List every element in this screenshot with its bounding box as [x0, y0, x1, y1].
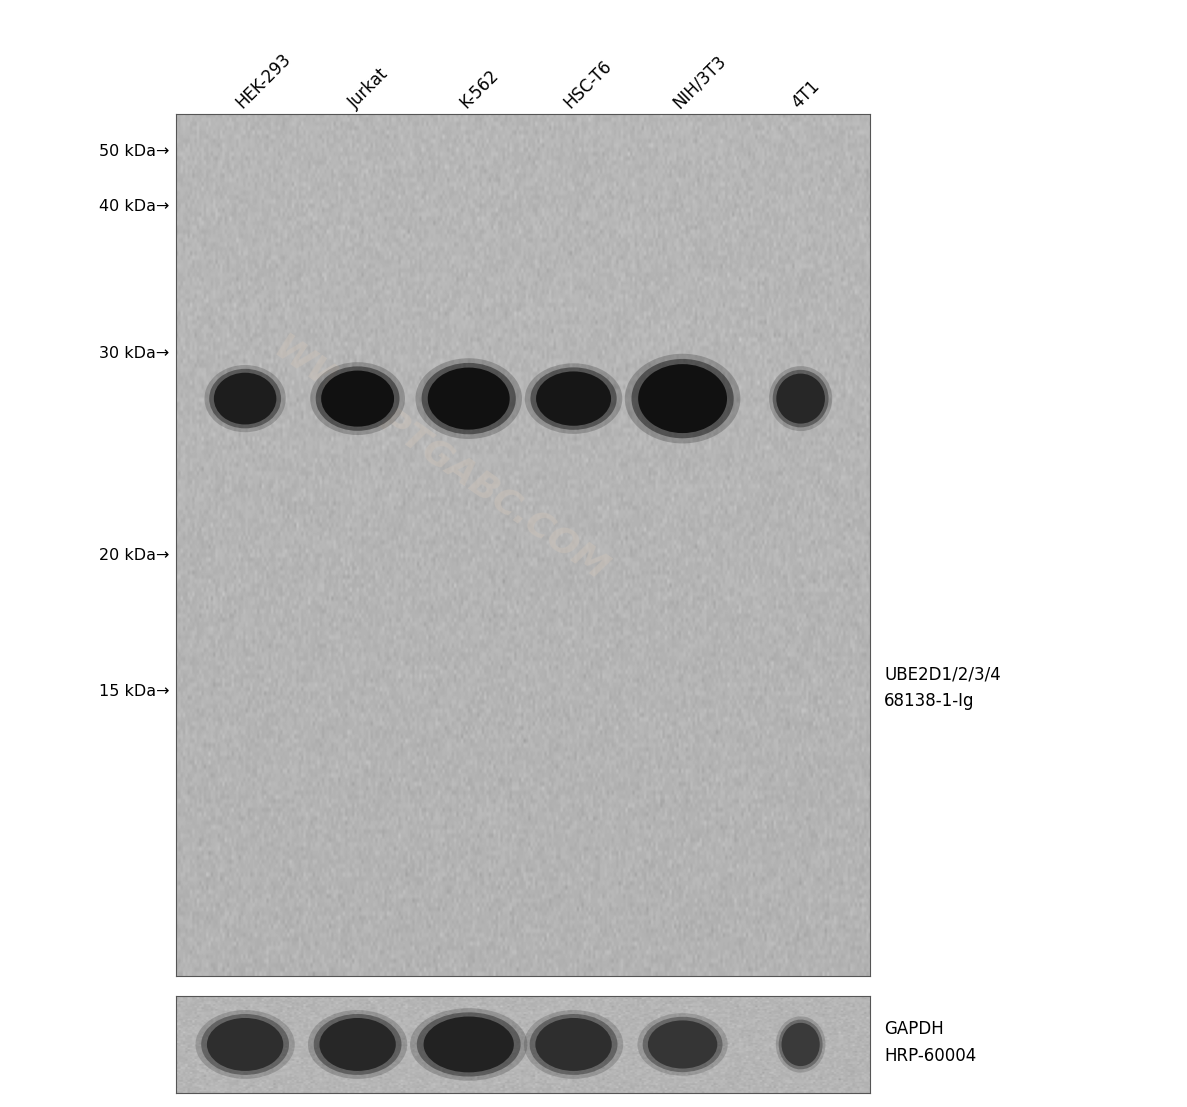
Ellipse shape [531, 368, 617, 430]
Ellipse shape [639, 364, 726, 433]
Ellipse shape [535, 1018, 611, 1070]
Ellipse shape [624, 354, 741, 444]
Ellipse shape [417, 1012, 521, 1077]
Text: K-562: K-562 [456, 66, 502, 112]
Ellipse shape [201, 1014, 290, 1075]
Ellipse shape [529, 1014, 617, 1075]
Text: 4T1: 4T1 [788, 76, 823, 112]
Ellipse shape [415, 359, 522, 439]
Ellipse shape [776, 1016, 825, 1073]
Ellipse shape [781, 1023, 820, 1066]
Ellipse shape [322, 371, 394, 426]
Ellipse shape [525, 363, 622, 434]
Text: GAPDH: GAPDH [884, 1020, 944, 1038]
Ellipse shape [779, 1020, 823, 1069]
Ellipse shape [648, 1021, 717, 1068]
Text: UBE2D1/2/3/4: UBE2D1/2/3/4 [884, 665, 1001, 683]
Text: HRP-60004: HRP-60004 [884, 1046, 977, 1065]
Ellipse shape [209, 369, 281, 428]
Ellipse shape [307, 1010, 407, 1079]
Ellipse shape [427, 368, 509, 430]
Text: Jurkat: Jurkat [345, 65, 392, 112]
Ellipse shape [410, 1008, 527, 1080]
Ellipse shape [196, 1010, 294, 1079]
Ellipse shape [316, 366, 400, 431]
Text: 50 kDa→: 50 kDa→ [100, 144, 170, 158]
Ellipse shape [773, 370, 829, 427]
Ellipse shape [204, 365, 286, 432]
Ellipse shape [310, 362, 405, 435]
Ellipse shape [523, 1010, 623, 1079]
Ellipse shape [537, 372, 611, 426]
Ellipse shape [214, 373, 277, 424]
Text: HEK-293: HEK-293 [233, 50, 294, 112]
Ellipse shape [424, 1016, 514, 1073]
Ellipse shape [631, 359, 734, 438]
Ellipse shape [319, 1018, 395, 1070]
Text: 68138-1-Ig: 68138-1-Ig [884, 692, 975, 710]
Text: 15 kDa→: 15 kDa→ [100, 684, 170, 700]
Ellipse shape [776, 373, 825, 424]
Text: 30 kDa→: 30 kDa→ [100, 346, 170, 361]
Ellipse shape [637, 1013, 728, 1076]
Ellipse shape [642, 1016, 723, 1073]
Text: WWW.PTGABC.COM: WWW.PTGABC.COM [266, 330, 614, 588]
Text: HSC-T6: HSC-T6 [560, 56, 616, 112]
Text: 20 kDa→: 20 kDa→ [100, 548, 170, 563]
Text: 40 kDa→: 40 kDa→ [100, 199, 170, 214]
Ellipse shape [421, 363, 516, 434]
Ellipse shape [313, 1014, 401, 1075]
Ellipse shape [769, 366, 832, 431]
Ellipse shape [207, 1018, 284, 1070]
Text: NIH/3T3: NIH/3T3 [669, 52, 730, 112]
